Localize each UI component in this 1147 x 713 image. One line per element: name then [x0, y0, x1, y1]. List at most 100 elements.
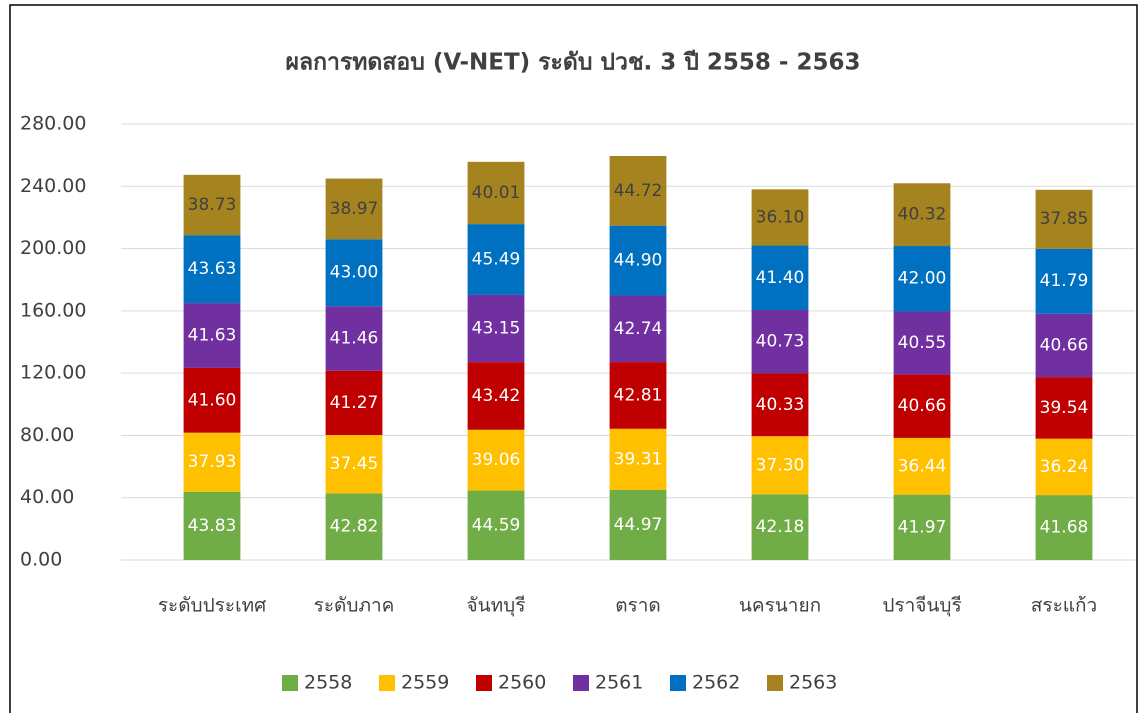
value-label: 42.82	[330, 517, 379, 537]
legend-swatch	[476, 675, 492, 691]
bar-segment	[609, 295, 667, 363]
y-tick-label: 280.00	[20, 113, 86, 135]
bar-segment	[609, 155, 667, 226]
bar-segment	[609, 225, 667, 296]
bar-segment	[325, 435, 383, 494]
bar-segment	[325, 306, 383, 371]
value-label: 38.73	[188, 195, 237, 215]
bar-segment	[325, 239, 383, 307]
value-label: 44.59	[472, 515, 521, 535]
value-label: 36.10	[756, 207, 805, 227]
bar-segment	[1035, 377, 1093, 439]
value-label: 41.97	[898, 517, 947, 537]
bar-segment	[325, 178, 383, 240]
value-label: 40.73	[756, 332, 805, 352]
value-label: 39.54	[1040, 398, 1089, 418]
value-label: 40.33	[756, 395, 805, 415]
bar-segment	[183, 367, 241, 433]
bar-segment	[1035, 313, 1093, 378]
bar-segment	[467, 490, 525, 560]
chart-title: ผลการทดสอบ (V-NET) ระดับ ปวช. 3 ปี 2558 …	[286, 50, 861, 76]
bar-segment	[325, 493, 383, 560]
value-label: 36.44	[898, 456, 947, 476]
value-label: 41.46	[330, 328, 379, 348]
bar-segment	[183, 235, 241, 304]
bar-segment	[183, 303, 241, 368]
value-label: 40.32	[898, 205, 947, 225]
y-tick-label: 160.00	[20, 299, 86, 321]
legend-label: 2562	[692, 672, 740, 694]
bar-segment	[609, 428, 667, 490]
bar-segment	[325, 370, 383, 436]
x-tick-label: สระแก้ว	[1031, 595, 1097, 617]
x-tick-label: ปราจีนบุรี	[882, 595, 961, 618]
bar-segment	[893, 494, 951, 560]
value-label: 43.15	[472, 319, 521, 339]
bar-segment	[609, 362, 667, 429]
y-tick-label: 40.00	[20, 486, 74, 508]
legend-swatch	[670, 675, 686, 691]
value-label: 38.97	[330, 199, 379, 219]
x-tick-label: ระดับภาค	[314, 595, 395, 617]
value-label: 43.83	[188, 516, 237, 536]
value-label: 37.30	[756, 455, 805, 475]
bar-segment	[751, 436, 809, 495]
value-label: 42.00	[898, 269, 947, 289]
value-label: 41.68	[1040, 518, 1089, 538]
bar-segment	[183, 432, 241, 492]
y-tick-label: 240.00	[20, 175, 86, 197]
value-label: 44.97	[614, 515, 663, 535]
bar-segment	[467, 161, 525, 225]
value-label: 37.93	[188, 452, 237, 472]
bar-segment	[1035, 495, 1093, 560]
value-label: 42.81	[614, 385, 663, 405]
legend-swatch	[767, 675, 783, 691]
legend-label: 2563	[789, 672, 837, 694]
x-tick-label: นครนายก	[739, 595, 821, 617]
bar-segment	[893, 374, 951, 438]
bar-segment	[751, 310, 809, 374]
value-label: 39.06	[472, 450, 521, 470]
value-label: 42.74	[614, 319, 663, 339]
bar-segment	[467, 224, 525, 295]
value-label: 41.60	[188, 390, 237, 410]
value-label: 44.72	[614, 181, 663, 201]
value-label: 43.63	[188, 259, 237, 279]
value-label: 41.63	[188, 325, 237, 345]
value-label: 41.27	[330, 393, 379, 413]
bar-segment	[1035, 248, 1093, 314]
y-tick-label: 80.00	[20, 424, 74, 446]
value-label: 36.24	[1040, 457, 1089, 477]
bar-segment	[751, 245, 809, 311]
legend-label: 2560	[498, 672, 546, 694]
bar-segment	[893, 311, 951, 375]
value-label: 40.66	[898, 396, 947, 416]
value-label: 41.79	[1040, 271, 1089, 291]
x-tick-label: ระดับประเทศ	[158, 595, 266, 617]
bar-segment	[609, 489, 667, 560]
bar-segment	[893, 183, 951, 247]
bar-segment	[751, 189, 809, 246]
y-tick-label: 200.00	[20, 237, 86, 259]
bar-segment	[751, 494, 809, 560]
value-label: 42.18	[756, 517, 805, 537]
bar-segment	[1035, 189, 1093, 249]
value-label: 40.01	[472, 183, 521, 203]
y-tick-label: 0.00	[20, 549, 62, 571]
value-label: 40.55	[898, 333, 947, 353]
legend-label: 2559	[401, 672, 449, 694]
value-label: 37.85	[1040, 209, 1089, 229]
legend-swatch	[573, 675, 589, 691]
bar-segment	[467, 429, 525, 491]
bar-segment	[893, 246, 951, 312]
bar-segment	[751, 373, 809, 437]
bar-segment	[467, 294, 525, 363]
value-label: 43.42	[472, 386, 521, 406]
bar-segment	[893, 437, 951, 495]
value-label: 40.66	[1040, 335, 1089, 355]
bar-segment	[183, 491, 241, 560]
value-label: 39.31	[614, 449, 663, 469]
x-tick-label: จันทบุรี	[467, 595, 526, 618]
